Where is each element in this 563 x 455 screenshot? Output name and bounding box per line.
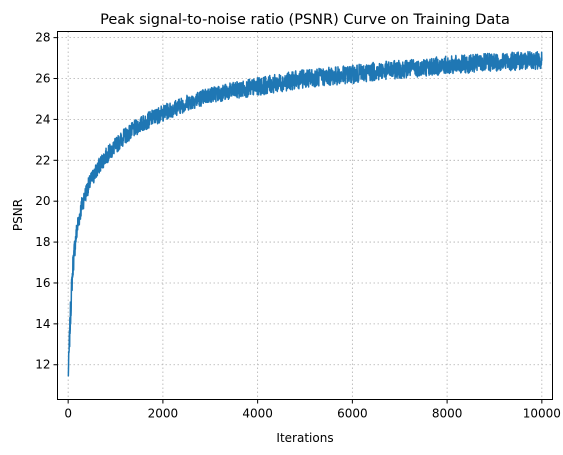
x-tick-label: 8000	[432, 407, 463, 421]
x-tick-label: 4000	[242, 407, 273, 421]
grid-layer	[57, 31, 553, 400]
y-tick-label: 22	[35, 153, 50, 167]
y-tick-label: 24	[35, 112, 50, 126]
y-tick-label: 14	[35, 317, 50, 331]
x-tick-label: 10000	[523, 407, 561, 421]
x-tick-label: 6000	[337, 407, 368, 421]
plot-frame	[57, 31, 553, 400]
series-line	[67, 50, 543, 377]
y-axis-label: PSNR	[11, 199, 25, 231]
y-tick-label: 26	[35, 72, 50, 86]
y-tick-label: 16	[35, 276, 50, 290]
chart-title: Peak signal-to-noise ratio (PSNR) Curve …	[100, 12, 510, 28]
x-axis-label: Iterations	[276, 431, 333, 445]
y-tick-label: 20	[35, 194, 50, 208]
tick-layer: 0 2000 4000 6000 8000 10000 12 14 16 18 20 22 24 26 28	[35, 31, 561, 421]
y-tick-label: 18	[35, 235, 50, 249]
y-tick-label: 12	[35, 358, 50, 372]
x-tick-label: 2000	[148, 407, 179, 421]
x-tick-label: 0	[64, 407, 72, 421]
y-tick-label: 28	[35, 31, 50, 45]
